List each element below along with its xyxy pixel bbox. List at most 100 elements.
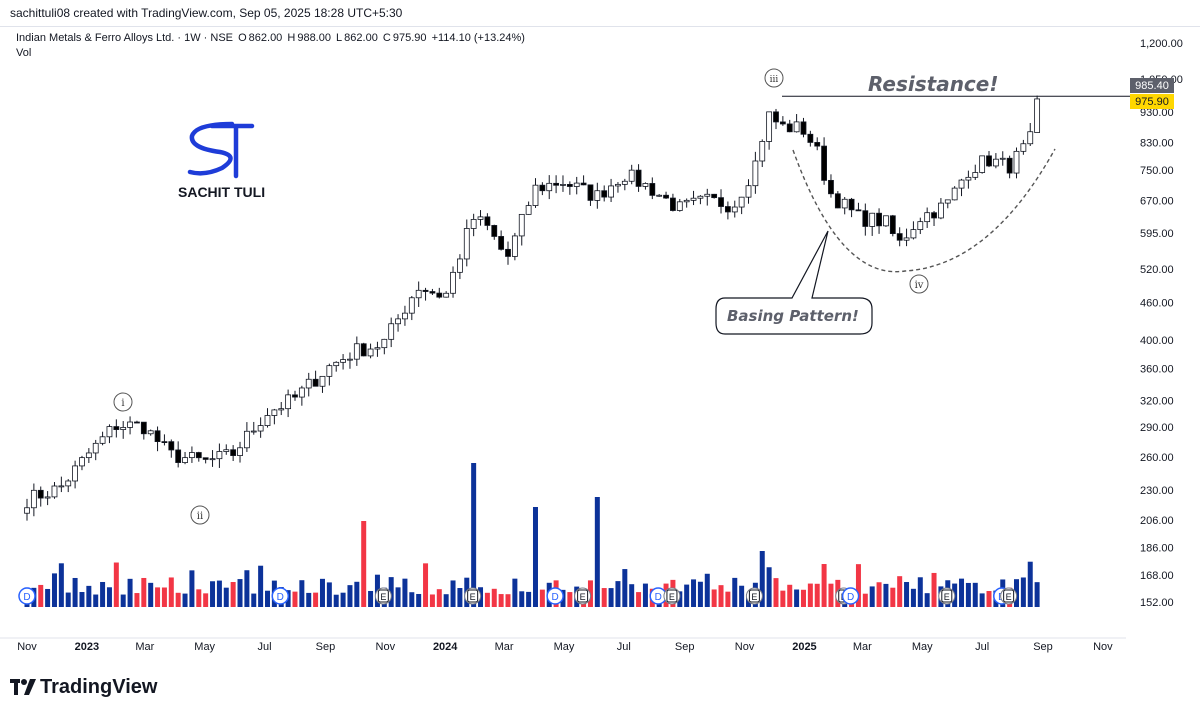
volume-bar	[704, 573, 710, 607]
volume-bar	[471, 463, 477, 607]
volume-bar	[265, 590, 271, 607]
candle-body	[24, 507, 30, 514]
volume-bar	[457, 588, 463, 607]
candle-body	[553, 182, 560, 186]
price-tick-label: 750.00	[1140, 165, 1174, 177]
price-chart[interactable]: DDEEDEDEEEDEDE Resistance! Basing Patter…	[0, 26, 1200, 666]
time-tick-label: Mar	[853, 641, 872, 653]
candle-body	[381, 338, 388, 349]
candle-body	[72, 465, 79, 482]
volume-legend[interactable]: Vol	[16, 47, 32, 59]
candle-body	[388, 323, 395, 340]
volume-bar	[1020, 577, 1026, 607]
volume-bar	[794, 589, 800, 607]
candle-body	[161, 441, 168, 444]
candle-body	[319, 375, 326, 387]
tradingview-logo-icon	[10, 679, 36, 695]
earnings-marker-label: E	[1006, 592, 1012, 602]
candle-body	[347, 358, 353, 361]
price-tick-label: 360.00	[1140, 364, 1174, 376]
price-tick-label: 830.00	[1140, 138, 1174, 150]
candle-body	[278, 408, 285, 411]
candle-body	[621, 180, 628, 185]
volume-bar	[416, 593, 422, 607]
dividend-marker	[841, 587, 860, 605]
creator-line: sachittuli08 created with TradingView.co…	[10, 6, 403, 20]
candle-body	[271, 409, 278, 416]
time-tick-label: Nov	[376, 641, 396, 653]
candle-body	[628, 169, 635, 182]
time-tick-label: Mar	[495, 641, 514, 653]
volume-bar	[904, 582, 910, 607]
candle-body	[883, 215, 889, 227]
wave-1-label: i	[121, 398, 124, 409]
volume-bar	[890, 587, 896, 607]
volume-bar	[148, 582, 154, 607]
high-label: H	[287, 32, 296, 44]
price-tick-label: 260.00	[1140, 452, 1174, 464]
volume-bar	[979, 593, 985, 607]
time-axis[interactable]: Nov 2023 Mar May Jul Sep Nov 2024 Mar May Jul Sep No…	[0, 637, 1126, 653]
candle-body	[85, 452, 92, 459]
close-value: 975.90	[392, 32, 427, 44]
volume-bar	[986, 591, 992, 607]
volume-bar	[814, 583, 820, 607]
price-tick-label: 168.00	[1140, 570, 1174, 582]
wave-2-label: ii	[197, 511, 203, 522]
time-tick-label: Jul	[258, 641, 272, 653]
volume-bar	[862, 593, 868, 607]
candle-body	[560, 184, 566, 186]
volume-bar	[1027, 561, 1033, 607]
symbol-title[interactable]: Indian Metals & Ferro Alloys Ltd. · 1W ·…	[16, 32, 234, 44]
earnings-marker-box	[748, 589, 760, 603]
volume-bar	[732, 577, 738, 607]
volume-bar	[175, 592, 181, 607]
wave-2-circle	[190, 505, 210, 525]
volume-bar	[512, 578, 518, 607]
volume-bar	[910, 588, 916, 607]
volume-bar	[807, 583, 813, 607]
candle-body	[450, 271, 456, 294]
earnings-marker-box	[577, 589, 589, 603]
candle-body	[889, 215, 896, 234]
candle-body	[237, 447, 243, 456]
volume-bar	[780, 590, 786, 607]
candle-body	[65, 480, 72, 487]
candle-body	[470, 219, 477, 229]
time-tick-label: Mar	[135, 641, 154, 653]
volume-bar	[258, 565, 264, 607]
change-value: +114.10 (+13.24%)	[431, 32, 525, 44]
volume-bar	[340, 592, 346, 607]
volume-bar	[519, 591, 525, 607]
candle-body	[175, 449, 182, 463]
candle-body	[896, 233, 903, 241]
time-tick-label: Jul	[975, 641, 989, 653]
dividend-marker	[271, 587, 290, 605]
candle-body	[773, 111, 779, 123]
volume-bar	[326, 582, 332, 607]
candle-body	[463, 228, 470, 260]
earnings-marker-label: E	[944, 592, 950, 602]
candle-body	[855, 209, 862, 212]
volume-bar	[120, 594, 126, 607]
volume-bar	[51, 573, 57, 607]
volume-bar	[532, 507, 538, 607]
dividend-marker	[546, 587, 564, 605]
price-axis[interactable]: 1,200.001,050.00930.00830.00750.00670.00…	[1140, 38, 1183, 609]
volume-bar	[897, 576, 903, 607]
volume-bar	[354, 581, 360, 607]
volume-bar	[155, 587, 161, 607]
candle-body	[656, 194, 663, 197]
volume-bar	[567, 592, 573, 607]
wave-3-circle	[764, 68, 784, 88]
candle-body	[711, 193, 718, 199]
candle-body	[745, 185, 752, 198]
last-price-badge: 975.90	[1130, 94, 1174, 109]
dividend-marker	[18, 587, 36, 605]
earnings-marker-label: E	[580, 592, 586, 602]
volume-bar	[223, 587, 229, 607]
candle-body	[972, 172, 979, 178]
volume-bar	[292, 591, 298, 607]
candle-body	[807, 133, 814, 143]
close-label: C	[382, 32, 391, 44]
